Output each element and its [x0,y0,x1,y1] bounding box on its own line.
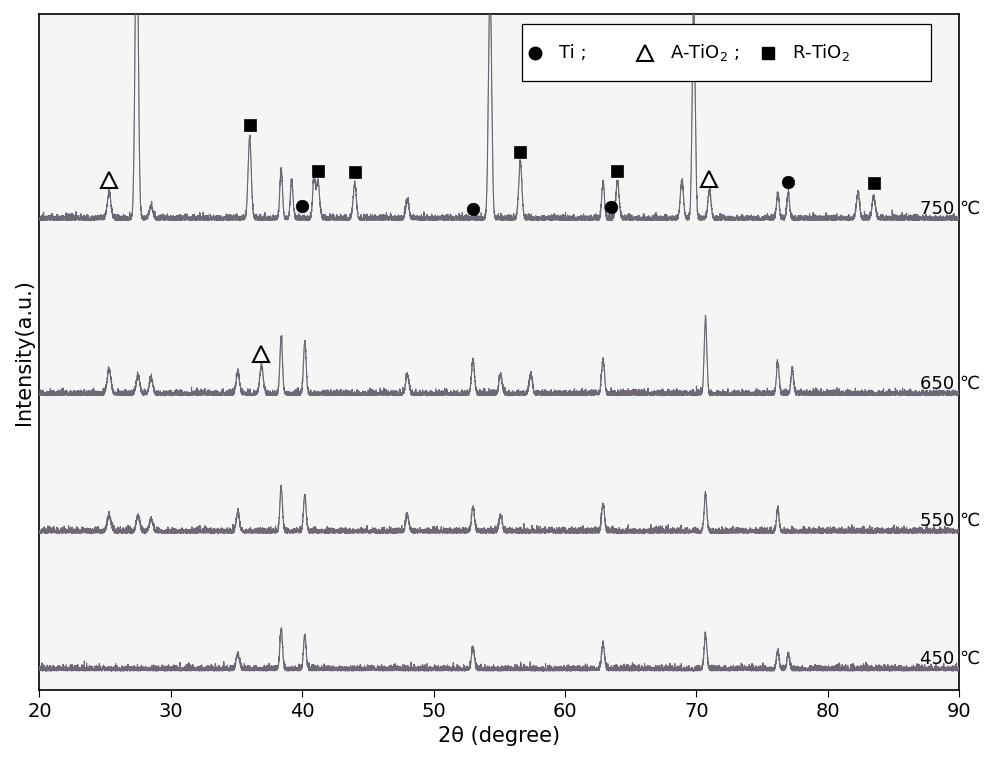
Text: 750 ℃: 750 ℃ [920,199,980,217]
Text: 650 ℃: 650 ℃ [920,375,980,392]
Text: 550 ℃: 550 ℃ [920,512,980,530]
X-axis label: 2θ (degree): 2θ (degree) [438,726,560,746]
Text: 450 ℃: 450 ℃ [920,650,980,668]
Y-axis label: Intensity(a.u.): Intensity(a.u.) [14,279,34,425]
Bar [522,24,931,81]
Text: Ti ;: Ti ; [559,44,587,62]
Text: A-TiO$_2$ ;: A-TiO$_2$ ; [670,43,739,63]
Text: R-TiO$_2$: R-TiO$_2$ [792,43,850,63]
